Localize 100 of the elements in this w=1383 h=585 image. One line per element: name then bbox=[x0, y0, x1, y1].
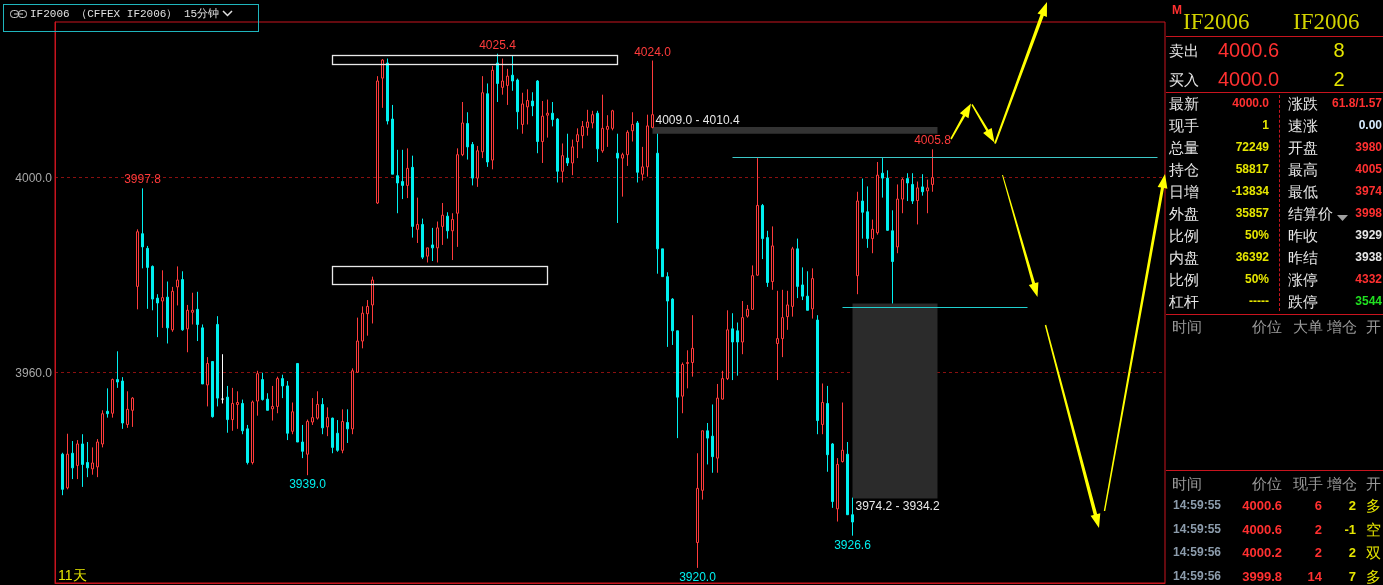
candlestick bbox=[176, 265, 179, 306]
candlestick bbox=[71, 440, 74, 480]
candlestick bbox=[216, 315, 219, 407]
text: 增仓 bbox=[1327, 317, 1357, 335]
annotation: 3920.0 bbox=[679, 569, 717, 584]
text: 价位 bbox=[1252, 474, 1282, 492]
candlestick bbox=[391, 104, 394, 175]
text: 比例 bbox=[1169, 226, 1199, 244]
text: 1 bbox=[1262, 118, 1269, 132]
candlestick bbox=[661, 248, 664, 278]
candlestick bbox=[751, 264, 754, 310]
candlestick bbox=[381, 58, 384, 109]
candlestick bbox=[786, 290, 789, 331]
candlestick bbox=[916, 181, 919, 225]
text: 0.00 bbox=[1358, 118, 1382, 132]
candlestick bbox=[436, 221, 439, 263]
text: 跌停 bbox=[1288, 292, 1318, 310]
candlestick bbox=[621, 152, 624, 198]
candlestick bbox=[306, 419, 309, 476]
candlestick bbox=[431, 227, 434, 262]
candlestick bbox=[891, 209, 894, 304]
text: 61.8/1.57 bbox=[1331, 96, 1382, 110]
candlestick bbox=[226, 385, 229, 434]
candlestick bbox=[666, 271, 669, 348]
candlestick bbox=[261, 372, 264, 402]
text: 3929 bbox=[1355, 228, 1382, 242]
text: 日增 bbox=[1169, 182, 1199, 200]
candlestick bbox=[626, 129, 629, 167]
candlestick bbox=[441, 202, 444, 246]
candlestick bbox=[576, 127, 579, 159]
text: 2 bbox=[1348, 544, 1356, 560]
text: 2 bbox=[1314, 544, 1322, 560]
candlestick bbox=[116, 350, 119, 389]
text: 4005 bbox=[1355, 162, 1382, 176]
candlestick bbox=[566, 133, 569, 167]
text: 时间 bbox=[1172, 317, 1202, 335]
candlestick bbox=[806, 270, 809, 311]
candlestick bbox=[66, 433, 69, 490]
candlestick bbox=[821, 382, 824, 435]
text: 7 bbox=[1348, 568, 1356, 584]
candlestick bbox=[461, 101, 464, 157]
candlestick bbox=[656, 133, 659, 275]
candlestick bbox=[526, 88, 529, 125]
candlestick bbox=[801, 266, 804, 301]
annotation: 4024.0 bbox=[634, 44, 672, 59]
candlestick bbox=[726, 309, 729, 381]
candlestick bbox=[496, 53, 499, 103]
text: 4000.2 bbox=[1242, 544, 1282, 560]
candlestick bbox=[756, 157, 759, 277]
candlestick bbox=[926, 179, 929, 214]
candlestick bbox=[616, 133, 619, 224]
text: 4000.0 bbox=[1218, 68, 1280, 90]
text: 时间 bbox=[1172, 474, 1202, 492]
text: 14:59:55 bbox=[1173, 521, 1222, 536]
candlestick bbox=[511, 55, 514, 92]
candlestick bbox=[191, 292, 194, 325]
candlestick bbox=[406, 147, 409, 199]
candlestick bbox=[351, 367, 354, 435]
candlestick bbox=[691, 314, 694, 378]
candlestick bbox=[186, 304, 189, 353]
text: 3980 bbox=[1355, 140, 1382, 154]
candlestick bbox=[446, 211, 449, 240]
text: 结算价 bbox=[1288, 204, 1333, 222]
candlestick bbox=[686, 349, 689, 389]
candlestick bbox=[816, 314, 819, 435]
annotation: 4005.8 bbox=[914, 133, 952, 148]
candlestick bbox=[426, 247, 429, 263]
candlestick bbox=[861, 178, 864, 240]
text: 58817 bbox=[1235, 162, 1269, 176]
candlestick bbox=[641, 146, 644, 182]
candlestick bbox=[921, 173, 924, 197]
text: 比例 bbox=[1169, 270, 1199, 288]
candlestick bbox=[721, 370, 724, 401]
candlestick bbox=[256, 370, 259, 417]
text: 4000.0 bbox=[1232, 96, 1269, 110]
candlestick bbox=[316, 390, 319, 421]
candlestick bbox=[361, 305, 364, 349]
band-label: 3974.2 - 3934.2 bbox=[855, 498, 940, 513]
text: 3999.8 bbox=[1242, 568, 1282, 584]
candlestick bbox=[826, 385, 829, 473]
text: 4000.6 bbox=[1218, 39, 1280, 61]
candlestick bbox=[136, 228, 139, 310]
candlestick bbox=[371, 276, 374, 324]
candlestick bbox=[601, 94, 604, 154]
candlestick bbox=[886, 169, 889, 232]
candlestick bbox=[181, 270, 184, 332]
candlestick bbox=[416, 197, 419, 244]
text: 4332 bbox=[1355, 272, 1382, 286]
text: 50% bbox=[1244, 228, 1269, 242]
y-tick-label: 3960.0 bbox=[15, 365, 53, 380]
text: 最低 bbox=[1288, 182, 1318, 200]
candlestick bbox=[121, 376, 124, 430]
candlestick bbox=[151, 264, 154, 311]
candlestick bbox=[911, 172, 914, 205]
candlestick bbox=[326, 406, 329, 437]
candlestick bbox=[596, 110, 599, 163]
candlestick bbox=[631, 111, 634, 143]
candlestick bbox=[111, 378, 114, 419]
candlestick bbox=[236, 390, 239, 430]
candlestick bbox=[141, 187, 144, 269]
